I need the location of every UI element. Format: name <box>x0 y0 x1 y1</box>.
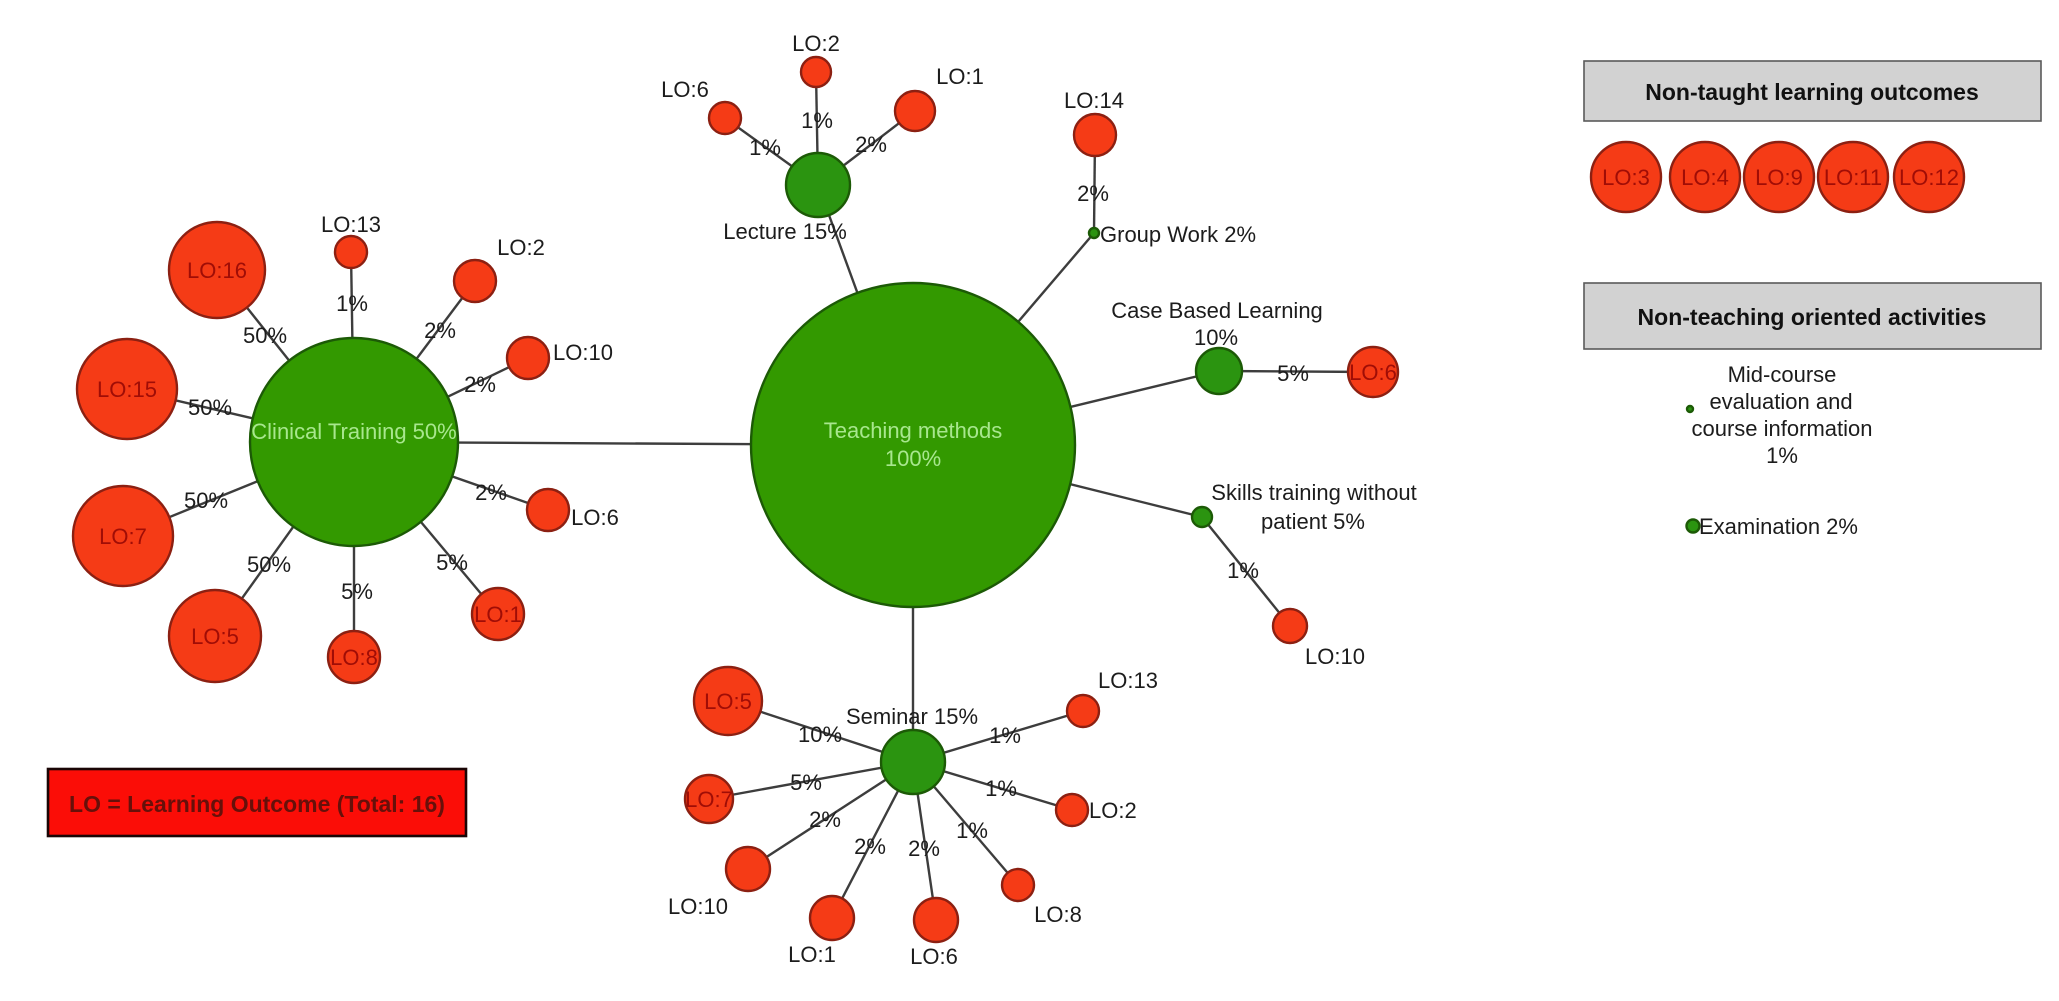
svg-text:Examination 2%: Examination 2% <box>1699 514 1858 539</box>
svg-text:LO:4: LO:4 <box>1681 165 1729 190</box>
svg-text:LO:8: LO:8 <box>1034 902 1082 927</box>
svg-text:LO:13: LO:13 <box>321 212 381 237</box>
svg-text:10%: 10% <box>798 722 842 747</box>
svg-text:2%: 2% <box>1077 181 1109 206</box>
svg-text:LO:9: LO:9 <box>1755 165 1803 190</box>
svg-text:LO:2: LO:2 <box>792 31 840 56</box>
svg-text:Mid-course: Mid-course <box>1728 362 1837 387</box>
svg-text:2%: 2% <box>475 480 507 505</box>
svg-text:LO:15: LO:15 <box>97 377 157 402</box>
svg-text:LO:10: LO:10 <box>553 340 613 365</box>
svg-text:LO:7: LO:7 <box>99 524 147 549</box>
svg-text:1%: 1% <box>749 135 781 160</box>
svg-text:LO:10: LO:10 <box>668 894 728 919</box>
svg-text:Group Work 2%: Group Work 2% <box>1100 222 1256 247</box>
svg-text:1%: 1% <box>801 108 833 133</box>
svg-text:LO:16: LO:16 <box>187 258 247 283</box>
svg-text:50%: 50% <box>188 395 232 420</box>
svg-text:LO:14: LO:14 <box>1064 88 1124 113</box>
svg-text:2%: 2% <box>424 318 456 343</box>
svg-text:LO:11: LO:11 <box>1824 165 1882 190</box>
svg-text:Case Based Learning: Case Based Learning <box>1111 298 1323 323</box>
svg-text:2%: 2% <box>908 836 940 861</box>
svg-text:evaluation and: evaluation and <box>1709 389 1852 414</box>
svg-text:2%: 2% <box>854 834 886 859</box>
svg-text:LO:1: LO:1 <box>474 602 522 627</box>
svg-text:Lecture 15%: Lecture 15% <box>723 219 847 244</box>
svg-text:5%: 5% <box>341 579 373 604</box>
svg-text:patient 5%: patient 5% <box>1261 509 1365 534</box>
svg-text:LO:2: LO:2 <box>497 235 545 260</box>
svg-text:5%: 5% <box>436 550 468 575</box>
svg-text:LO:6: LO:6 <box>571 505 619 530</box>
svg-text:LO:8: LO:8 <box>330 645 378 670</box>
svg-text:Teaching methods: Teaching methods <box>824 418 1003 443</box>
svg-text:Non-taught learning outcomes: Non-taught learning outcomes <box>1645 79 1979 105</box>
svg-text:Non-teaching oriented activiti: Non-teaching oriented activities <box>1638 304 1987 330</box>
svg-text:Skills training without: Skills training without <box>1211 480 1416 505</box>
svg-text:50%: 50% <box>243 323 287 348</box>
svg-text:5%: 5% <box>1277 361 1309 386</box>
svg-text:LO:5: LO:5 <box>191 624 239 649</box>
svg-text:LO:1: LO:1 <box>788 942 836 967</box>
svg-text:LO:10: LO:10 <box>1305 644 1365 669</box>
svg-text:1%: 1% <box>336 291 368 316</box>
svg-text:Seminar 15%: Seminar 15% <box>846 704 978 729</box>
svg-text:LO:6: LO:6 <box>1349 360 1397 385</box>
svg-text:50%: 50% <box>184 488 228 513</box>
svg-text:LO:6: LO:6 <box>661 77 709 102</box>
svg-text:course information: course information <box>1692 416 1873 441</box>
svg-text:LO:13: LO:13 <box>1098 668 1158 693</box>
svg-text:Clinical Training 50%: Clinical Training 50% <box>251 419 456 444</box>
svg-text:1%: 1% <box>989 723 1021 748</box>
svg-text:1%: 1% <box>1766 443 1798 468</box>
svg-text:5%: 5% <box>790 770 822 795</box>
svg-text:50%: 50% <box>247 552 291 577</box>
svg-text:2%: 2% <box>464 372 496 397</box>
svg-text:LO:6: LO:6 <box>910 944 958 969</box>
svg-text:1%: 1% <box>1227 558 1259 583</box>
svg-text:10%: 10% <box>1194 325 1238 350</box>
svg-text:LO:12: LO:12 <box>1899 165 1959 190</box>
svg-text:2%: 2% <box>855 132 887 157</box>
svg-text:100%: 100% <box>885 446 941 471</box>
svg-text:1%: 1% <box>985 776 1017 801</box>
svg-text:LO:3: LO:3 <box>1602 165 1650 190</box>
svg-text:1%: 1% <box>956 818 988 843</box>
svg-text:LO = Learning Outcome (Total:: LO = Learning Outcome (Total: 16) <box>69 791 445 817</box>
svg-text:LO:1: LO:1 <box>936 64 984 89</box>
svg-text:2%: 2% <box>809 807 841 832</box>
svg-text:LO:7: LO:7 <box>685 787 733 812</box>
svg-text:LO:5: LO:5 <box>704 689 752 714</box>
svg-text:LO:2: LO:2 <box>1089 798 1137 823</box>
